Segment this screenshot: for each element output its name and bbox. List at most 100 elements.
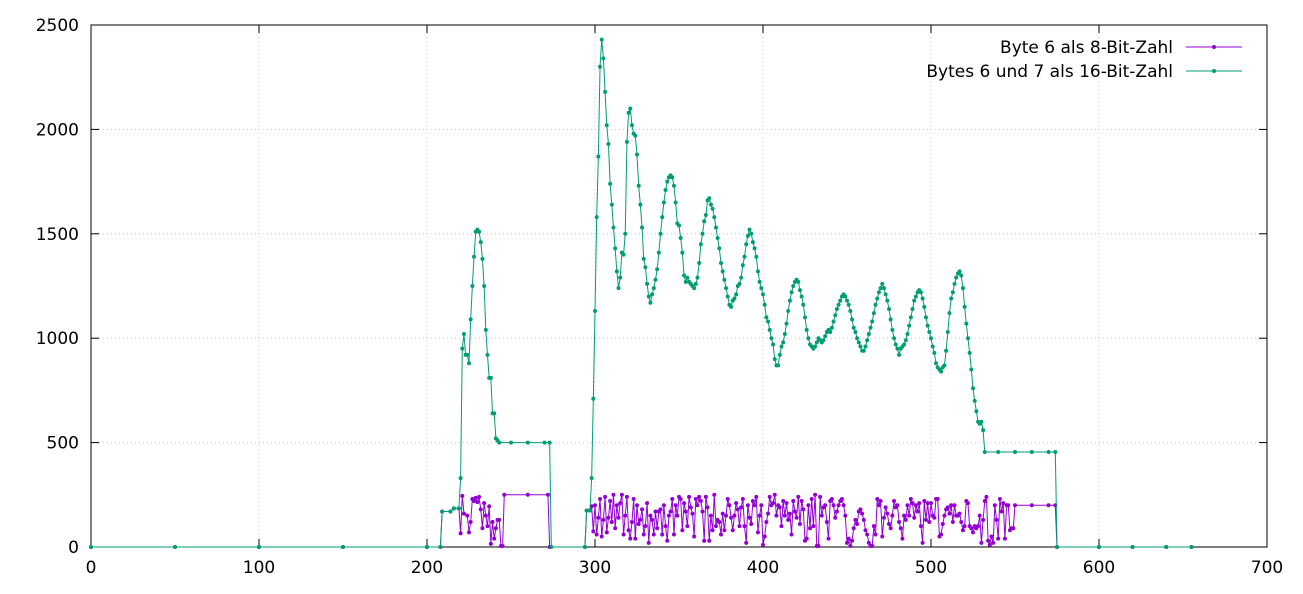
data-point [650,292,655,297]
data-point [782,513,787,518]
data-point [695,503,700,508]
y-tick-label: 2000 [36,120,79,140]
data-point [786,309,791,314]
data-point [673,503,678,508]
data-point [685,524,690,529]
data-point [465,352,470,357]
data-point [831,319,836,324]
data-point [777,352,782,357]
data-point [920,540,925,545]
data-point [482,501,487,506]
data-point [940,522,945,527]
data-point [757,513,762,518]
data-point [653,509,658,514]
data-point [468,519,473,524]
data-point [954,275,959,280]
data-point [490,519,495,524]
x-tick-label: 0 [86,558,97,578]
data-point [737,524,742,529]
data-point [843,294,848,299]
data-point [742,254,747,259]
data-point [472,254,477,259]
data-point [485,352,490,357]
data-point [971,386,975,391]
data-point [960,286,965,291]
data-point [834,306,839,311]
data-point [732,513,737,518]
data-point [960,528,965,533]
data-point [737,281,742,286]
data-point [500,543,505,548]
data-point [858,344,863,349]
data-point [833,515,838,520]
data-point [875,296,880,301]
data-point [693,281,698,286]
data-point [478,507,483,512]
data-point [698,499,703,504]
data-point [1006,503,1011,508]
data-point [690,511,695,516]
data-point [942,363,947,368]
series-2 [89,37,1194,549]
data-point [892,499,897,504]
data-point [744,242,749,247]
data-point [804,536,809,541]
data-point [767,327,772,332]
data-point [487,504,492,509]
data-point [724,513,729,518]
data-point [697,494,702,499]
data-point [593,309,597,314]
data-point [713,524,718,529]
data-point [594,532,599,537]
data-point [742,524,747,529]
data-point [473,495,478,500]
data-point [759,286,764,291]
data-point [648,513,653,518]
data-point [707,196,712,201]
data-point [460,493,465,498]
data-point [623,231,628,236]
data-point [982,499,987,504]
data-point [962,524,967,529]
data-point [918,290,923,295]
data-point [603,494,608,499]
data-point [671,183,676,188]
data-point [803,315,807,320]
data-point [897,519,902,524]
data-point [876,290,881,295]
data-point [591,396,596,401]
data-point [603,89,608,94]
x-axis-ticks: 0 100 200 300 400 500 600 700 [86,25,1283,578]
data-point [475,500,480,505]
data-point [480,526,485,531]
data-point [779,344,784,349]
data-point [542,440,547,445]
data-point [866,540,871,545]
data-point [846,302,851,307]
data-point [1053,450,1058,454]
data-point [633,536,638,541]
data-point [912,515,917,520]
data-point [621,532,626,537]
data-point [858,507,863,512]
data-point [878,499,883,504]
data-point [962,304,967,309]
data-point [660,215,665,220]
data-point [913,503,918,508]
data-point [545,492,550,497]
data-point [972,398,977,403]
data-point [870,319,875,324]
data-point [755,530,760,535]
data-point [923,315,928,320]
data-point [609,202,614,207]
data-point [996,536,1001,541]
data-point [910,501,915,506]
data-point [749,522,754,527]
data-point [465,513,470,518]
data-point [893,342,898,347]
data-point [982,450,987,454]
data-point [806,336,811,341]
x-tick-label: 500 [915,558,947,578]
data-point [729,515,734,520]
data-point [461,511,466,516]
